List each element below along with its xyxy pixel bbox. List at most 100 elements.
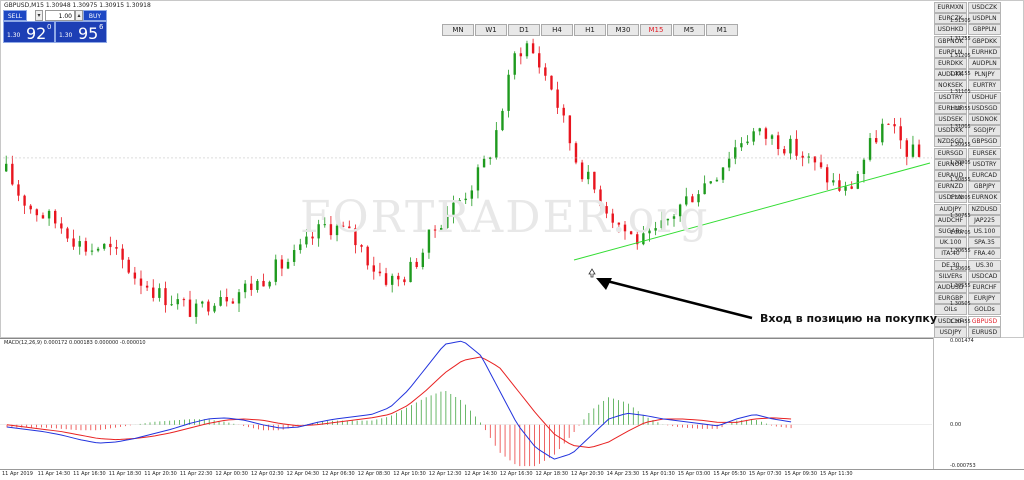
candle-body [17,184,20,196]
candle-body [862,159,866,175]
symbol-button-usdczk[interactable]: USDCZK [968,2,1001,13]
symbol-button-usdsgd[interactable]: USDSGD [968,102,1001,114]
symbol-button-golds[interactable]: GOLDs [968,304,1001,316]
price-scale-label: 1.31305 [950,17,971,24]
symbol-button-gbpnok[interactable]: GBPNOK [934,35,967,47]
timeframe-button-w1[interactable]: W1 [475,24,507,36]
price-scale-label: 1.30605 [950,265,971,272]
lot-increase-button[interactable]: ▴ [75,10,83,21]
symbol-button-eursek[interactable]: EURSEK [968,147,1001,159]
candle-body [47,210,51,219]
symbol-button-usddkk[interactable]: USDDKK [934,125,967,137]
candle-body [145,285,149,288]
symbol-button-eurnzd[interactable]: EURNZD [934,181,967,193]
symbol-button-gbppln[interactable]: GBPPLN [968,24,1001,36]
symbol-button-audusd[interactable]: AUDUSD [934,282,967,293]
candle-body [617,222,621,225]
symbol-button-usdtry[interactable]: USDTRY [968,158,1001,170]
symbol-button-usdjpy[interactable]: USDJPY [934,326,967,338]
symbol-button-jap225[interactable]: JAP225 [968,214,1001,226]
symbol-button-audjpy[interactable]: AUDJPY [934,203,967,215]
symbol-button-eurcad[interactable]: EURCAD [968,170,1001,181]
symbol-button-sgdjpy[interactable]: SGDJPY [968,125,1001,137]
candle-body [72,238,75,247]
timeframe-button-mn[interactable]: MN [442,24,474,36]
symbol-button-gbpusd[interactable]: GBPUSD [968,315,1001,327]
symbol-button-usdtry[interactable]: USDTRY [934,91,967,103]
symbol-button-eurnok[interactable]: EURNOK [934,158,967,170]
symbol-button-gbpsgd[interactable]: GBPSGD [968,136,1001,148]
symbol-button-euraud[interactable]: EURAUD [934,170,967,181]
timeframe-button-m30[interactable]: M30 [607,24,639,36]
timeframe-button-m5[interactable]: M5 [673,24,705,36]
candle-body [23,195,26,206]
symbol-button-eurmxn[interactable]: EURMXN [934,2,967,13]
candle-body [764,128,768,139]
symbol-button-eurnok[interactable]: EURNOK [968,192,1001,204]
time-scale-label: 15 Apr 07:30 [748,471,782,477]
symbol-button-nzdsgd[interactable]: NZDSGD [934,136,967,148]
symbol-button-nzdusd[interactable]: NZDUSD [968,203,1001,215]
candle-body [783,149,786,154]
symbol-button-usdhuf[interactable]: USDHUF [968,91,1001,103]
symbol-button-usdpln[interactable]: USDPLN [968,13,1001,25]
lot-size-input[interactable]: 1.00 [45,10,75,21]
buy-price-panel[interactable]: 1.30 95 6 [55,21,107,43]
symbol-button-eurczk[interactable]: EURCZK [934,13,967,25]
symbol-button-eursgd[interactable]: EURSGD [934,147,967,159]
symbol-button-usdcad[interactable]: USDCAD [968,270,1001,282]
symbol-button-audchf[interactable]: AUDCHF [934,214,967,226]
candle-body [311,236,314,239]
buy-button[interactable]: BUY [83,10,107,21]
price-scale-label: 1.31155 [950,71,971,78]
time-scale-label: 12 Apr 08:30 [357,471,391,477]
candle-body [482,158,486,168]
sell-price-panel[interactable]: 1.30 92 0 [3,21,55,43]
symbol-button-eurjpy[interactable]: EURJPY [968,293,1001,305]
symbol-button-us100[interactable]: US.100 [968,226,1001,237]
symbol-button-plnjpy[interactable]: PLNJPY [968,69,1001,81]
symbol-button-eurhkd[interactable]: EURHKD [968,46,1001,58]
symbol-button-usdsek[interactable]: USDSEK [934,114,967,125]
symbol-button-audpln[interactable]: AUDPLN [968,58,1001,69]
lot-decrease-button[interactable]: ▾ [35,10,43,21]
symbol-button-fra40[interactable]: FRA.40 [968,248,1001,260]
price-scale-label: 1.30955 [950,141,971,148]
symbol-button-eurgbp[interactable]: EURGBP [934,293,967,305]
symbol-button-eurchf[interactable]: EURCHF [968,282,1001,293]
candle-body [409,261,412,283]
symbol-button-noksek[interactable]: NOKSEK [934,80,967,92]
timeframe-button-m15[interactable]: M15 [640,24,672,36]
symbol-button-us30[interactable]: US.30 [968,259,1001,271]
symbol-button-ita40[interactable]: ITA.40 [934,248,967,260]
symbol-button-sugars[interactable]: SUGARs [934,226,967,237]
symbol-button-usdpln[interactable]: USDPLN [934,192,967,204]
symbol-button-gbpdkk[interactable]: GBPDKK [968,35,1001,47]
timeframe-button-h1[interactable]: H1 [574,24,606,36]
time-scale-label: 15 Apr 09:30 [784,471,818,477]
timeframe-button-h4[interactable]: H4 [541,24,573,36]
symbol-button-de30[interactable]: DE.30 [934,259,967,271]
timeframe-button-d1[interactable]: D1 [508,24,540,36]
sell-button[interactable]: SELL [3,10,27,21]
symbol-button-uk100[interactable]: UK.100 [934,237,967,249]
symbol-button-eurusd[interactable]: EURUSD [968,326,1001,338]
symbol-button-auddkk[interactable]: AUDDKK [934,69,967,81]
candle-body [832,180,835,183]
timeframe-button-m1[interactable]: M1 [706,24,738,36]
symbol-button-eurtry[interactable]: EURTRY [968,80,1001,92]
symbol-button-usdhkd[interactable]: USDHKD [934,24,967,36]
symbol-button-eurpln[interactable]: EURPLN [934,46,967,58]
candle-body [237,292,241,304]
symbol-button-oils[interactable]: OILs [934,304,967,316]
trendline [573,162,931,261]
symbol-button-eurhuf[interactable]: EURHUF [934,102,967,114]
symbol-button-eurdkk[interactable]: EURDKK [934,58,967,69]
symbol-button-silvers[interactable]: SILVERs [934,270,967,282]
symbol-button-usdnok[interactable]: USDNOK [968,114,1001,125]
symbol-button-spa35[interactable]: SPA.35 [968,237,1001,249]
symbol-button-usdchf[interactable]: USDCHF [934,315,967,327]
symbol-button-gbpjpy[interactable]: GBPJPY [968,181,1001,193]
candle-body [844,186,847,191]
